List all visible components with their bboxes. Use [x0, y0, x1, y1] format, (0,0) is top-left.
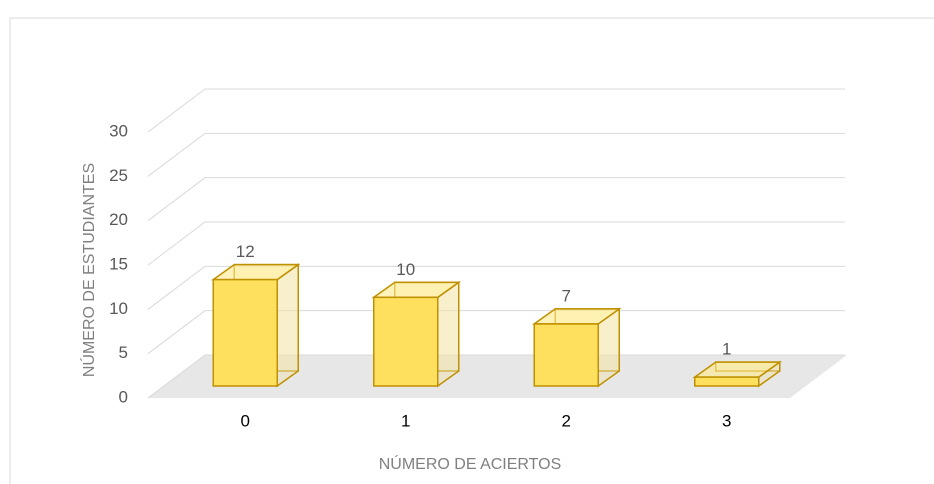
bar-front [533, 323, 599, 387]
bar [531, 307, 622, 388]
bar [692, 360, 783, 388]
y-tick-label: 5 [119, 343, 128, 362]
floor [148, 355, 847, 398]
grid-line [147, 132, 845, 177]
y-tick-label: 30 [109, 121, 128, 140]
grid-line [147, 354, 845, 399]
y-tick-label: 15 [109, 254, 128, 273]
data-label: 10 [396, 260, 415, 279]
data-label: 1 [722, 340, 731, 359]
bar-front [373, 296, 439, 387]
x-tick-label: 2 [562, 411, 571, 430]
x-axis-label: NÚMERO DE ACIERTOS [379, 454, 562, 473]
chart-frame [9, 17, 934, 484]
grid-line [147, 177, 845, 222]
bar [210, 263, 301, 388]
bar-side [276, 263, 299, 388]
grid-line [147, 221, 845, 266]
x-tick-label: 1 [401, 411, 410, 430]
y-tick-label: 25 [109, 166, 128, 185]
data-label: 7 [562, 286, 571, 305]
bar-front [212, 278, 278, 387]
grid-line [147, 88, 845, 133]
bar-side [437, 280, 460, 388]
bar [371, 280, 462, 388]
grid-line [147, 310, 845, 355]
y-axis-label: NÚMERO DE ESTUDIANTES [79, 163, 98, 377]
x-tick-label: 3 [722, 411, 731, 430]
y-tick-label: 0 [119, 387, 128, 406]
data-label: 12 [236, 242, 255, 261]
y-tick-label: 20 [109, 210, 128, 229]
grid-line [147, 265, 845, 310]
x-tick-label: 0 [241, 411, 250, 430]
y-tick-label: 10 [109, 299, 128, 318]
bar-front [694, 376, 760, 387]
